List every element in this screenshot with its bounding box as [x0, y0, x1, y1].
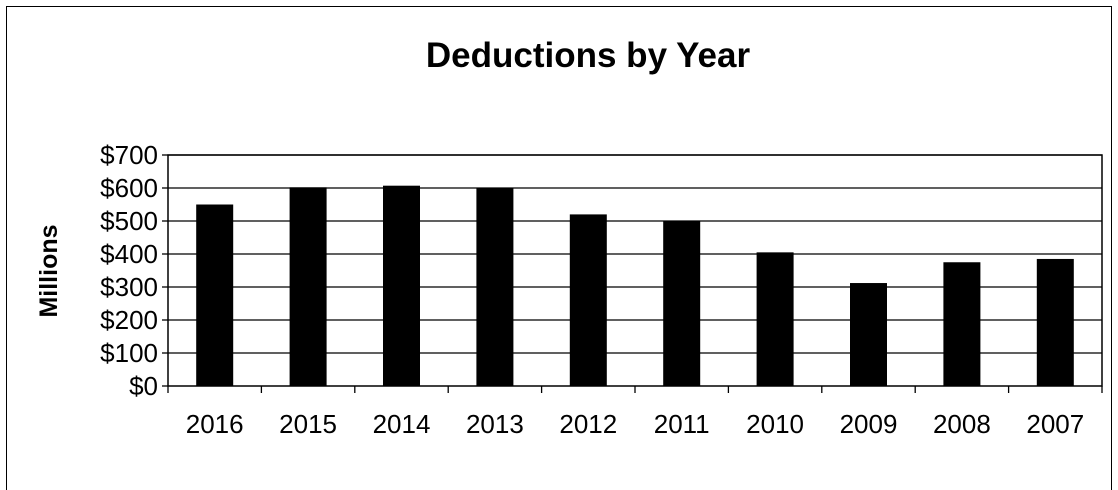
y-tick-label: $600 [100, 173, 158, 203]
bar-2012 [569, 214, 607, 386]
axes [162, 154, 1103, 393]
x-tick-label: 2016 [186, 409, 244, 439]
chart-frame [6, 6, 1112, 490]
y-tick-label: $100 [100, 338, 158, 368]
y-axis-label: Millions [35, 224, 63, 317]
bar-2011 [663, 221, 701, 386]
y-tick-label: $300 [100, 272, 158, 302]
chart-title: Deductions by Year [426, 36, 751, 75]
bar-2015 [289, 187, 327, 386]
bar-2007 [1036, 258, 1074, 386]
bar-2008 [943, 262, 981, 386]
x-tick-label: 2011 [654, 409, 710, 439]
bar-2014 [383, 185, 420, 386]
y-tick-label: $700 [100, 140, 158, 170]
bar-2013 [476, 187, 514, 386]
bars [196, 185, 1074, 386]
y-tick-label: $0 [129, 371, 158, 401]
x-tick-label: 2013 [466, 409, 524, 439]
x-tick-label: 2010 [746, 409, 804, 439]
x-tick-label: 2008 [933, 409, 991, 439]
x-tick-labels: 2016 2015 2014 2013 2012 2011 2010 2009 2008 2007 [186, 409, 1084, 439]
y-tick-label: $400 [100, 239, 158, 269]
bar-2016 [196, 204, 234, 386]
bar-2009 [850, 283, 887, 386]
x-tick-label: 2015 [279, 409, 337, 439]
bar-2010 [756, 252, 794, 386]
y-tick-label: $200 [100, 305, 158, 335]
y-tick-label: $500 [100, 206, 158, 236]
y-tick-labels: $0$100$200$300$400$500$600$700 [100, 140, 158, 401]
x-tick-label: 2009 [840, 409, 898, 439]
x-tick-label: 2014 [373, 409, 431, 439]
x-tick-label: 2012 [559, 409, 617, 439]
x-tick-label: 2007 [1026, 409, 1084, 439]
